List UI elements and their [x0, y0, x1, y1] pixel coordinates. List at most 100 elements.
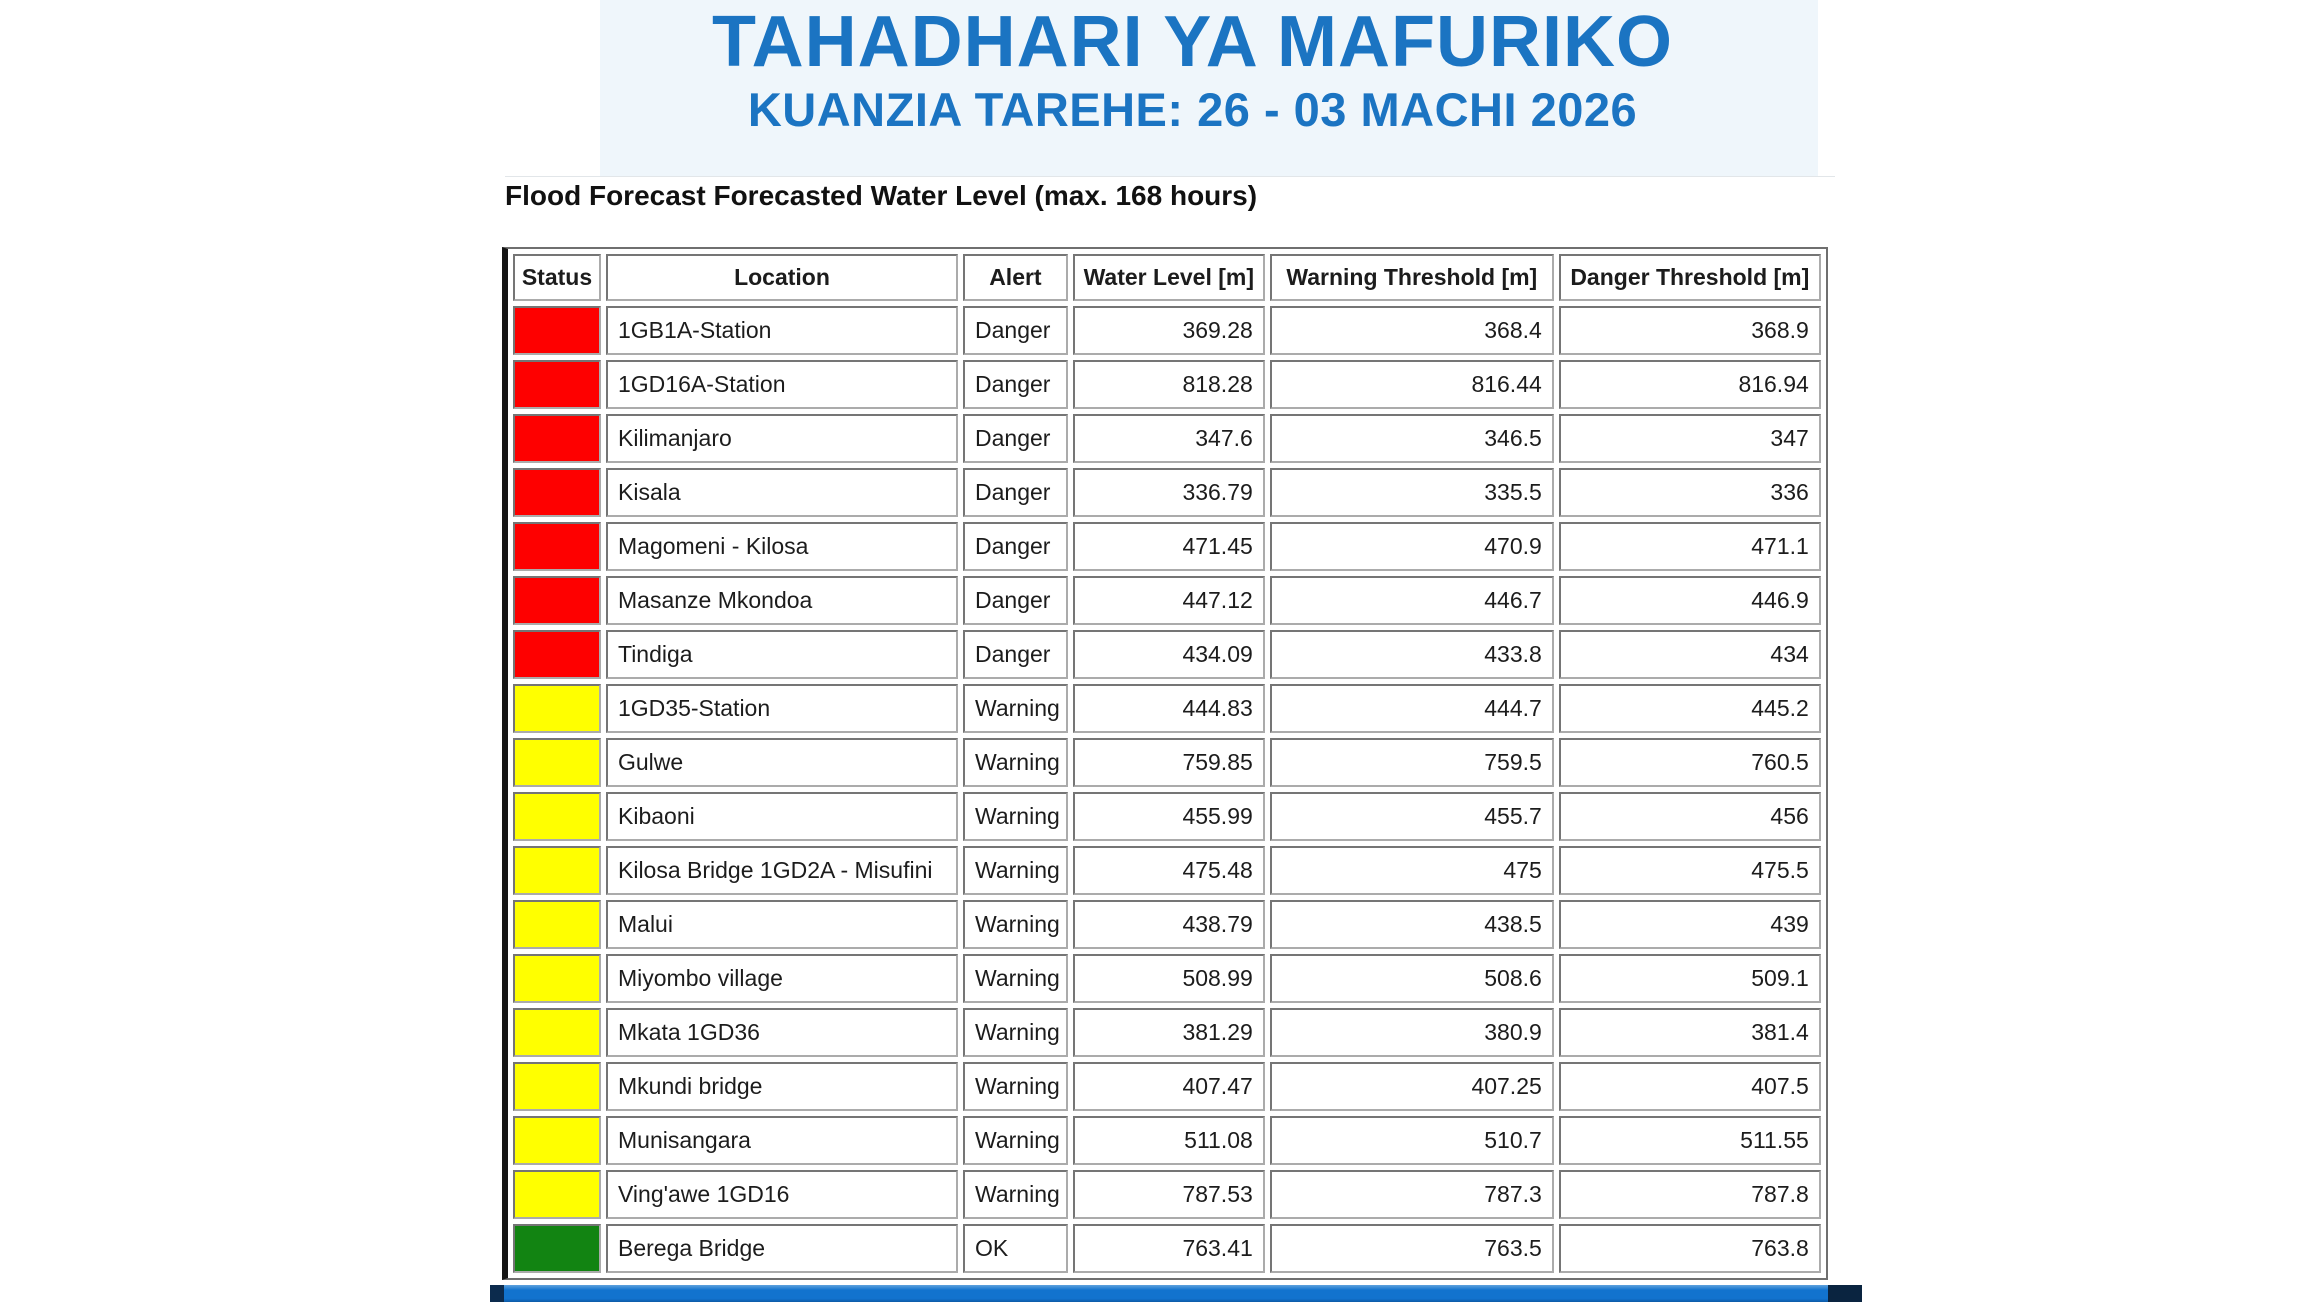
danger-threshold-cell: 760.5	[1558, 738, 1821, 787]
table-row: 1GB1A-Station Danger 369.28 368.4 368.9	[513, 306, 1821, 355]
status-cell	[513, 954, 601, 1003]
status-cell	[513, 360, 601, 409]
water-level-cell: 336.79	[1072, 468, 1265, 517]
alert-cell: Warning	[963, 1062, 1068, 1111]
column-header-warning-threshold-m: Warning Threshold [m]	[1269, 254, 1554, 301]
warning-threshold-cell: 470.9	[1269, 522, 1554, 571]
water-level-cell: 818.28	[1072, 360, 1265, 409]
status-cell	[513, 684, 601, 733]
table-row: Kilosa Bridge 1GD2A - Misufini Warning 475…	[513, 846, 1821, 895]
alert-cell: Warning	[963, 684, 1068, 733]
warning-threshold-cell: 446.7	[1269, 576, 1554, 625]
water-level-cell: 347.6	[1072, 414, 1265, 463]
alert-cell: Danger	[963, 522, 1068, 571]
location-cell: Munisangara	[606, 1116, 958, 1165]
location-cell: Miyombo village	[606, 954, 958, 1003]
warning-threshold-cell: 380.9	[1269, 1008, 1554, 1057]
danger-threshold-cell: 407.5	[1558, 1062, 1821, 1111]
status-cell	[513, 468, 601, 517]
bottom-bar-left-cap	[490, 1285, 504, 1302]
status-cell	[513, 900, 601, 949]
table-wrapper: Status Location Alert Water Level [m] Warnin…	[502, 247, 1828, 1280]
status-cell	[513, 738, 601, 787]
warning-threshold-cell: 763.5	[1269, 1224, 1554, 1273]
table-row: Tindiga Danger 434.09 433.8 434	[513, 630, 1821, 679]
table-row: Kibaoni Warning 455.99 455.7 456	[513, 792, 1821, 841]
danger-threshold-cell: 787.8	[1558, 1170, 1821, 1219]
danger-threshold-cell: 434	[1558, 630, 1821, 679]
status-cell	[513, 792, 601, 841]
warning-threshold-cell: 407.25	[1269, 1062, 1554, 1111]
danger-threshold-cell: 471.1	[1558, 522, 1821, 571]
danger-threshold-cell: 439	[1558, 900, 1821, 949]
warning-threshold-cell: 444.7	[1269, 684, 1554, 733]
table-row: 1GD35-Station Warning 444.83 444.7 445.2	[513, 684, 1821, 733]
table-header-row: Status Location Alert Water Level [m] Warnin…	[513, 254, 1821, 301]
alert-cell: Danger	[963, 414, 1068, 463]
table-row: Munisangara Warning 511.08 510.7 511.55	[513, 1116, 1821, 1165]
alert-cell: Warning	[963, 738, 1068, 787]
water-level-cell: 444.83	[1072, 684, 1265, 733]
danger-threshold-cell: 381.4	[1558, 1008, 1821, 1057]
warning-threshold-cell: 346.5	[1269, 414, 1554, 463]
alert-cell: Danger	[963, 306, 1068, 355]
status-cell	[513, 1116, 601, 1165]
status-cell	[513, 1224, 601, 1273]
water-level-cell: 475.48	[1072, 846, 1265, 895]
danger-threshold-cell: 336	[1558, 468, 1821, 517]
page-subtitle: KUANZIA TAREHE: 26 - 03 MACHI 2026	[747, 83, 1638, 136]
table-row: Berega Bridge OK 763.41 763.5 763.8	[513, 1224, 1821, 1273]
location-cell: Malui	[606, 900, 958, 949]
location-cell: Berega Bridge	[606, 1224, 958, 1273]
danger-threshold-cell: 368.9	[1558, 306, 1821, 355]
danger-threshold-cell: 456	[1558, 792, 1821, 841]
location-cell: Kilimanjaro	[606, 414, 958, 463]
header-divider-line	[505, 176, 1835, 177]
warning-threshold-cell: 438.5	[1269, 900, 1554, 949]
location-cell: 1GD16A-Station	[606, 360, 958, 409]
table-heading: Flood Forecast Forecasted Water Level (m…	[505, 180, 1258, 211]
location-cell: Kibaoni	[606, 792, 958, 841]
water-level-cell: 471.45	[1072, 522, 1265, 571]
warning-threshold-cell: 759.5	[1269, 738, 1554, 787]
water-level-cell: 508.99	[1072, 954, 1265, 1003]
location-cell: Masanze Mkondoa	[606, 576, 958, 625]
warning-threshold-cell: 455.7	[1269, 792, 1554, 841]
header-background-band	[600, 0, 1818, 176]
warning-threshold-cell: 368.4	[1269, 306, 1554, 355]
location-cell: Magomeni - Kilosa	[606, 522, 958, 571]
location-cell: Kilosa Bridge 1GD2A - Misufini	[606, 846, 958, 895]
alert-cell: Warning	[963, 1008, 1068, 1057]
status-cell	[513, 1008, 601, 1057]
water-level-cell: 438.79	[1072, 900, 1265, 949]
location-cell: Kisala	[606, 468, 958, 517]
water-level-cell: 381.29	[1072, 1008, 1265, 1057]
warning-threshold-cell: 510.7	[1269, 1116, 1554, 1165]
table-row: Ving'awe 1GD16 Warning 787.53 787.3 787.8	[513, 1170, 1821, 1219]
danger-threshold-cell: 763.8	[1558, 1224, 1821, 1273]
status-cell	[513, 1170, 601, 1219]
status-cell	[513, 846, 601, 895]
danger-threshold-cell: 445.2	[1558, 684, 1821, 733]
water-level-cell: 511.08	[1072, 1116, 1265, 1165]
warning-threshold-cell: 335.5	[1269, 468, 1554, 517]
warning-threshold-cell: 508.6	[1269, 954, 1554, 1003]
warning-threshold-cell: 787.3	[1269, 1170, 1554, 1219]
location-cell: Mkata 1GD36	[606, 1008, 958, 1057]
column-header-water-level-m: Water Level [m]	[1072, 254, 1265, 301]
table-row: Kilimanjaro Danger 347.6 346.5 347	[513, 414, 1821, 463]
warning-threshold-cell: 816.44	[1269, 360, 1554, 409]
warning-threshold-cell: 433.8	[1269, 630, 1554, 679]
location-cell: 1GB1A-Station	[606, 306, 958, 355]
bottom-bar-blue-segment	[504, 1285, 1828, 1302]
water-level-cell: 455.99	[1072, 792, 1265, 841]
status-cell	[513, 630, 601, 679]
status-cell	[513, 414, 601, 463]
water-level-cell: 447.12	[1072, 576, 1265, 625]
column-header-alert: Alert	[963, 254, 1068, 301]
table-row: Mkata 1GD36 Warning 381.29 380.9 381.4	[513, 1008, 1821, 1057]
table-row: Malui Warning 438.79 438.5 439	[513, 900, 1821, 949]
bottom-bar-right-cap	[1828, 1285, 1862, 1302]
alert-cell: Danger	[963, 360, 1068, 409]
